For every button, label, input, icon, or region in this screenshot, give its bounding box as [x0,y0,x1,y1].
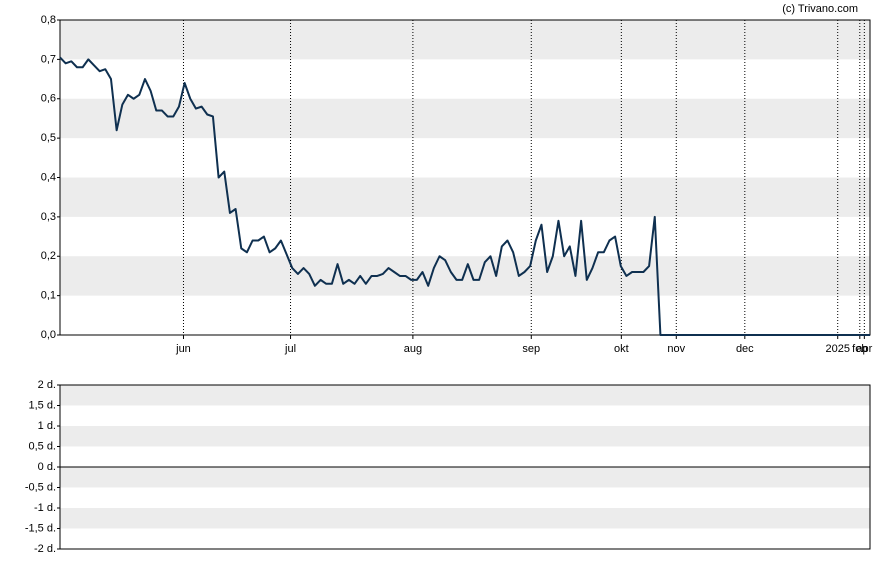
x-tick-label: nov [667,343,685,355]
y-tick-label: -1,5 d. [25,522,56,534]
y-tick-label: 0,5 [41,132,56,144]
plot-frame [59,384,871,550]
x-tick-label: 2025 [825,343,849,355]
grid-band [60,177,870,217]
y-tick-label: -1 d. [34,502,56,514]
x-tick-label: dec [736,343,754,355]
x-tick-label: jul [284,343,296,355]
grid-band [60,256,870,296]
y-tick-label: 0,4 [41,171,56,183]
x-tick-label: jun [175,343,191,355]
y-tick-label: 1 d. [38,420,56,432]
y-tick-label: -0,5 d. [25,481,56,493]
grid-band [60,467,870,488]
grid-band [60,385,870,406]
grid-band [60,98,870,139]
y-tick-label: 0,1 [41,290,56,302]
x-tick-label: feb [852,343,867,355]
y-tick-label: 0,5 d. [28,440,56,452]
y-tick-label: 0 d. [38,461,56,473]
y-tick-label: 0,6 [41,93,56,105]
grid-band [60,426,870,447]
plot-frame [59,19,871,336]
grid-band [60,508,870,529]
grid-band [60,20,870,60]
credit: (c) Trivano.com [782,3,858,15]
x-tick-label: okt [614,343,629,355]
x-tick-label: apr [856,343,872,355]
y-tick-label: -2 d. [34,543,56,555]
y-tick-label: 0,7 [41,53,56,65]
y-tick-label: 0,2 [41,250,56,262]
y-tick-label: 1,5 d. [28,399,56,411]
y-tick-label: 0,3 [41,211,56,223]
y-tick-label: 0,8 [41,14,56,26]
price-line [59,56,870,336]
y-tick-label: 2 d. [38,379,56,391]
x-tick-label: sep [522,343,540,355]
y-tick-label: 0,0 [41,329,56,341]
x-tick-label: aug [404,343,422,355]
